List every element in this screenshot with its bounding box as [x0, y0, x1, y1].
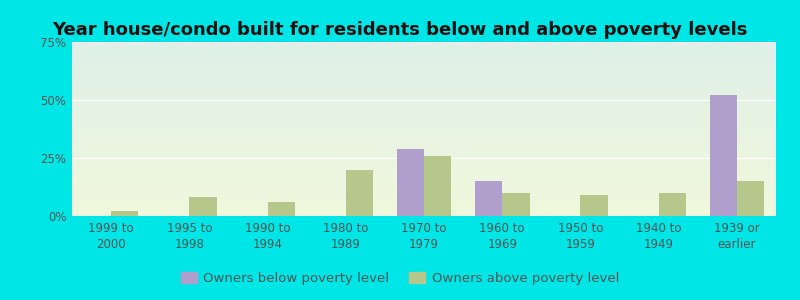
- Bar: [267, 202, 295, 216]
- Legend: Owners below poverty level, Owners above poverty level: Owners below poverty level, Owners above…: [176, 267, 624, 290]
- Bar: [346, 169, 373, 216]
- Bar: [737, 181, 764, 216]
- Bar: [581, 195, 608, 216]
- Bar: [475, 181, 502, 216]
- Bar: [397, 149, 424, 216]
- Text: Year house/condo built for residents below and above poverty levels: Year house/condo built for residents bel…: [52, 21, 748, 39]
- Bar: [190, 197, 217, 216]
- Bar: [658, 193, 686, 216]
- Bar: [424, 156, 451, 216]
- Bar: [502, 193, 530, 216]
- Bar: [111, 212, 138, 216]
- Bar: [710, 95, 737, 216]
